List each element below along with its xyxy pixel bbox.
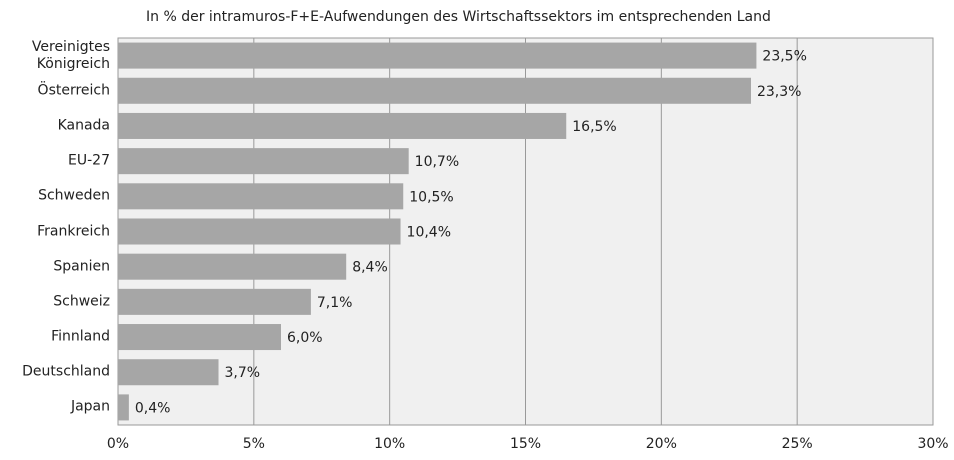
bar xyxy=(118,394,129,421)
value-label: 6,0% xyxy=(287,330,323,346)
y-tick-label: Kanada xyxy=(57,117,110,134)
bar xyxy=(118,324,281,351)
y-tick-label: Deutschland xyxy=(22,363,110,380)
y-tick-label: Japan xyxy=(70,398,110,415)
bar xyxy=(118,42,757,69)
value-label: 10,5% xyxy=(409,189,453,205)
y-tick-label: Finnland xyxy=(51,328,110,345)
bar xyxy=(118,183,404,210)
y-tick-label: Spanien xyxy=(53,258,110,275)
value-label: 23,5% xyxy=(762,49,806,65)
y-tick-label: Frankreich xyxy=(37,223,110,239)
value-label: 16,5% xyxy=(572,119,616,135)
bar xyxy=(118,218,401,245)
value-label: 23,3% xyxy=(757,84,801,100)
bar xyxy=(118,288,311,315)
x-tick-label: 10% xyxy=(374,436,405,452)
x-tick-label: 30% xyxy=(917,436,948,452)
x-tick-label: 20% xyxy=(646,436,677,452)
bar xyxy=(118,112,567,139)
bar xyxy=(118,359,219,386)
x-tick-label: 15% xyxy=(510,436,541,452)
y-tick-label: Österreich xyxy=(37,82,110,99)
y-tick-label: Vereinigtes Königreich xyxy=(31,38,110,72)
y-tick-label: Schweiz xyxy=(53,293,110,310)
value-label: 0,4% xyxy=(135,400,171,416)
x-tick-label: 25% xyxy=(782,436,813,452)
x-tick-label: 5% xyxy=(243,436,265,452)
y-tick-label: EU-27 xyxy=(68,152,110,169)
bar xyxy=(118,253,347,280)
value-label: 7,1% xyxy=(317,295,353,311)
value-label: 3,7% xyxy=(225,365,261,381)
value-label: 8,4% xyxy=(352,260,388,276)
value-label: 10,4% xyxy=(407,225,451,241)
bar xyxy=(118,148,409,175)
chart-title: In % der intramuros-F+E-Aufwendungen des… xyxy=(146,9,771,25)
y-tick-label: Schweden xyxy=(38,187,110,204)
bar xyxy=(118,77,751,104)
x-tick-label: 0% xyxy=(107,436,129,452)
value-label: 10,7% xyxy=(415,154,459,170)
